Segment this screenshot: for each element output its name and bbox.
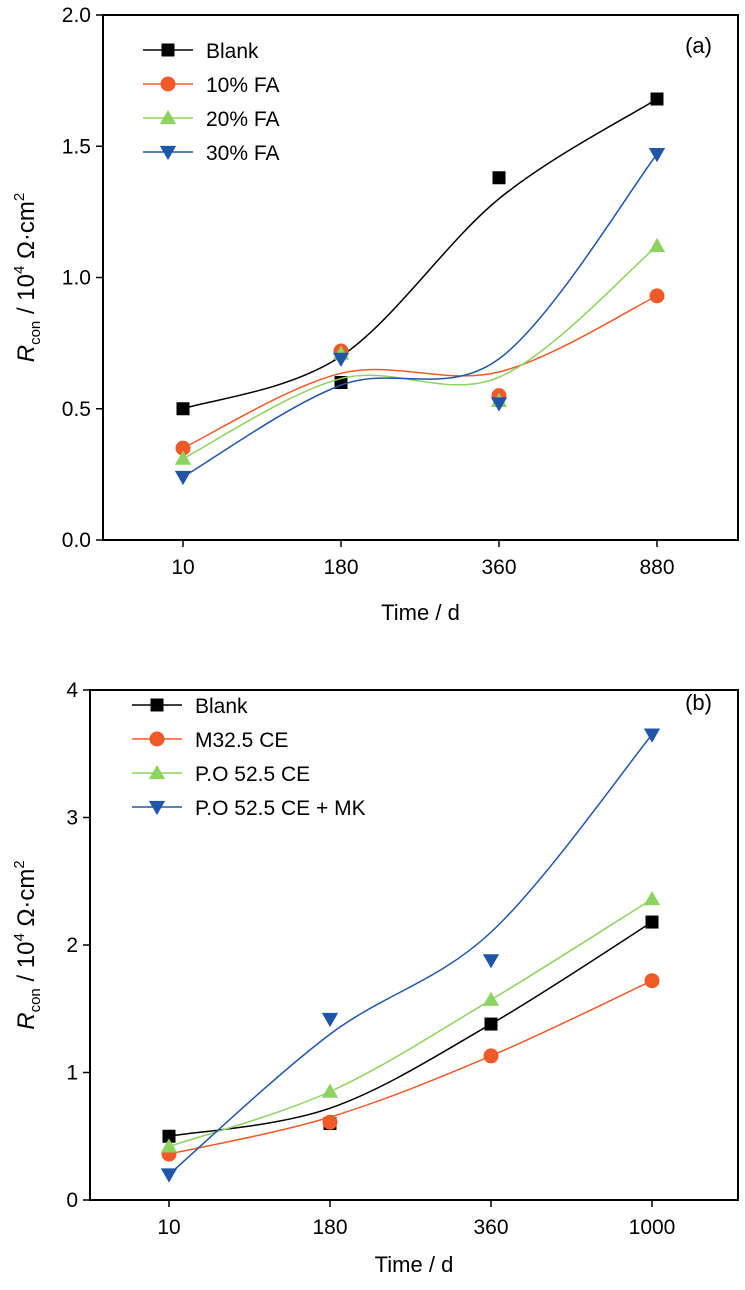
x-axis-label: Time / d [381,600,460,625]
data-point [649,288,665,304]
panel-label: (a) [685,33,712,58]
legend: Blank 10% FA 20% FA 30% FA [143,40,280,165]
y-axis-label: Rcon / 104 Ω·cm2 [11,860,44,1030]
x-tick-label: 360 [481,556,516,579]
series-curve [182,295,658,449]
data-point [643,890,661,906]
data-point [321,1083,339,1098]
legend-label: 20% FA [206,108,280,131]
series-20-fa [174,237,666,465]
data-point [482,954,500,969]
data-point [322,1114,338,1130]
plot-frame [102,14,739,541]
series-curve [168,734,653,1176]
legend-label: 30% FA [206,142,280,165]
series-p-o-52-5-ce-mk [160,728,661,1183]
y-tick-label: 3 [66,807,78,830]
x-tick-label: 1000 [629,1216,676,1239]
legend-marker [148,764,166,780]
y-tick-label: 1.5 [62,135,91,158]
y-tick-label: 0 [66,1189,78,1212]
y-tick-label: 1 [66,1062,78,1085]
series-blank [176,92,664,416]
y-tick-label: 4 [66,679,78,702]
data-point [490,397,508,412]
chart-panel-b: 0 1 2 3 4 10 180 360 1000 Time / d Rcon / 104 Ω·cm… [11,679,739,1277]
series-curve [182,153,658,478]
series-30-fa [174,148,666,486]
x-axis-label: Time / d [375,1252,454,1277]
legend-marker [161,43,175,57]
x-tick-label: 360 [473,1216,508,1239]
y-tick-label: 2 [66,934,78,957]
y-tick-label: 2.0 [62,4,91,27]
panel-label: (b) [685,690,712,715]
data-point [484,1017,498,1031]
x-tick-label: 10 [157,1216,180,1239]
legend: Blank M32.5 CE P.O 52.5 CE P.O 52.5 CE + MK [132,695,366,820]
series-10-fa [175,288,665,456]
legend-label: P.O 52.5 CE [195,763,310,786]
data-point [644,973,660,989]
legend-label: Blank [206,40,259,63]
series-curve [168,980,653,1155]
data-point [650,92,664,106]
y-tick-label: 0.5 [62,398,91,421]
data-point [648,148,666,163]
data-point [160,1138,178,1153]
legend-label: 10% FA [206,74,280,97]
data-point [648,237,666,253]
data-point [162,1129,176,1143]
legend-marker [149,731,165,747]
legend-marker [150,698,164,712]
x-tick-label: 10 [171,556,194,579]
series-curve [182,245,658,460]
x-tick-label: 180 [323,556,358,579]
x-tick-label: 880 [639,556,674,579]
legend-label: P.O 52.5 CE + MK [195,797,366,820]
chart-panel-a: 0.0 0.5 1.0 1.5 2.0 10 180 360 880 Time / d Rcon /… [11,4,739,625]
series-blank [162,915,659,1143]
legend-label: M32.5 CE [195,729,288,752]
data-point [175,440,191,456]
data-point [483,1048,499,1064]
x-tick-label: 180 [312,1216,347,1239]
y-axis-label: Rcon / 104 Ω·cm2 [11,193,44,363]
data-point [482,991,500,1006]
data-point [160,1168,178,1183]
data-point [321,1012,339,1028]
series-p-o-52-5-ce [160,890,661,1153]
data-point [645,915,659,929]
plot-frame [89,689,739,1201]
data-point [643,728,661,743]
series-curve [182,98,658,410]
data-point [174,450,192,465]
series-curve [168,921,653,1137]
data-point [176,402,190,416]
y-tick-label: 0.0 [62,529,91,552]
data-point [174,470,192,486]
series-curve [168,898,653,1148]
legend-marker [159,109,177,125]
data-point [332,352,350,367]
data-point [492,171,506,185]
legend-marker [160,76,176,92]
series-m32-5-ce [161,973,660,1162]
legend-marker [159,145,177,161]
legend-label: Blank [195,695,248,718]
y-tick-label: 1.0 [62,267,91,290]
legend-marker [148,800,166,816]
